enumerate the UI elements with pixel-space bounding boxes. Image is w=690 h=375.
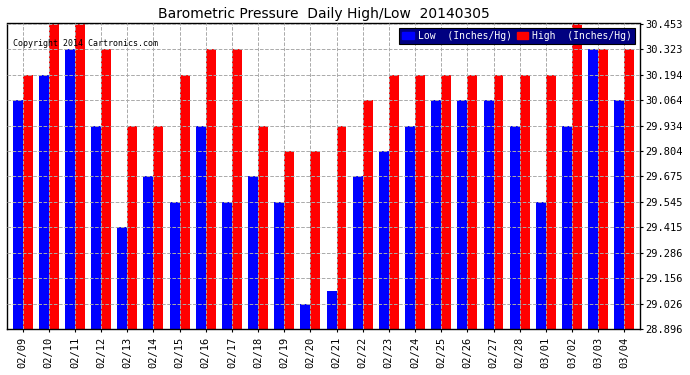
Bar [379,151,389,329]
Bar [153,126,164,329]
Bar [588,49,598,329]
Bar [258,126,268,329]
Bar [415,75,425,329]
Bar [206,49,216,329]
Bar [562,126,572,329]
Bar [232,49,242,329]
Bar [75,24,85,329]
Bar [546,75,555,329]
Bar [536,202,546,329]
Bar [598,49,608,329]
Legend: Low  (Inches/Hg), High  (Inches/Hg): Low (Inches/Hg), High (Inches/Hg) [400,28,635,44]
Bar [65,49,75,329]
Bar [300,304,310,329]
Text: Copyright 2014 Cartronics.com: Copyright 2014 Cartronics.com [13,39,158,48]
Bar [624,49,634,329]
Bar [389,75,399,329]
Bar [101,49,111,329]
Bar [49,24,59,329]
Bar [484,100,493,329]
Bar [275,202,284,329]
Bar [91,126,101,329]
Bar [326,291,337,329]
Bar [405,126,415,329]
Bar [179,75,190,329]
Bar [248,176,258,329]
Bar [310,151,320,329]
Bar [144,176,153,329]
Bar [196,126,206,329]
Bar [12,100,23,329]
Bar [337,126,346,329]
Bar [457,100,467,329]
Bar [284,151,294,329]
Bar [39,75,49,329]
Bar [353,176,363,329]
Bar [23,75,32,329]
Bar [441,75,451,329]
Bar [363,100,373,329]
Bar [614,100,624,329]
Bar [520,75,530,329]
Bar [170,202,179,329]
Bar [431,100,441,329]
Bar [572,24,582,329]
Bar [127,126,137,329]
Bar [117,227,127,329]
Bar [222,202,232,329]
Bar [467,75,477,329]
Bar [493,75,504,329]
Title: Barometric Pressure  Daily High/Low  20140305: Barometric Pressure Daily High/Low 20140… [157,7,489,21]
Bar [510,126,520,329]
